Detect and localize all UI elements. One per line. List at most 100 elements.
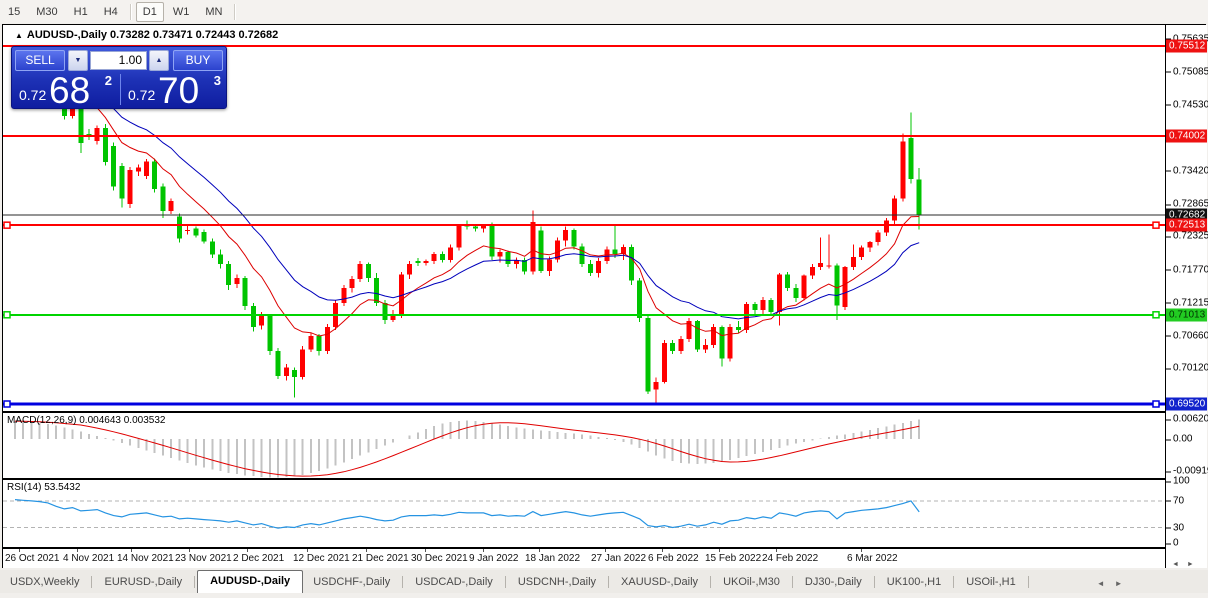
price-tick-label: 0.72325 <box>1166 231 1208 242</box>
timeframe-mn-button[interactable]: MN <box>205 5 223 18</box>
candle-body <box>357 264 363 280</box>
candle-body <box>119 166 125 199</box>
tab-ukoil-m30[interactable]: UKOil-,M30 <box>723 576 780 588</box>
tab-xauusd-daily[interactable]: XAUUSD-,Daily <box>621 576 699 588</box>
candle-body <box>423 261 429 263</box>
chevron-down-icon: ▼ <box>74 57 82 64</box>
candle-body <box>415 261 421 263</box>
chart-window: ▲ AUDUSD-,Daily 0.73282 0.73471 0.72443 0… <box>2 24 1208 568</box>
candle-body <box>875 232 881 243</box>
tab-usdcad-daily[interactable]: USDCAD-,Daily <box>415 576 493 588</box>
buy-button[interactable]: BUY <box>173 50 223 71</box>
tab-audusd-daily[interactable]: AUDUSD-,Daily <box>197 570 304 593</box>
buy-price-big: 70 <box>158 70 200 111</box>
tab-uk100-h1[interactable]: UK100-,H1 <box>886 576 942 588</box>
hline-handle[interactable] <box>1152 400 1160 408</box>
rsi-indicator-panel[interactable]: RSI(14) 53.5432 <box>3 480 1165 547</box>
candle-body <box>472 226 478 229</box>
candle-body <box>144 161 150 176</box>
tab-dj30-daily[interactable]: DJ30-,Daily <box>804 576 862 588</box>
candle-body <box>612 249 618 255</box>
candle-body <box>308 335 314 350</box>
scroll-right-icon[interactable]: ► <box>1114 579 1133 588</box>
price-tick-label: 0.73420 <box>1166 165 1208 176</box>
date-label: 15 Feb 2022 <box>705 553 762 564</box>
timeframe-h1-button[interactable]: H1 <box>73 5 88 18</box>
rsi-name: RSI(14) <box>7 482 42 493</box>
timeframe-m30-button[interactable]: M30 <box>36 5 58 18</box>
timeframe-h4-button[interactable]: H4 <box>103 5 118 18</box>
sell-price-pip: 2 <box>104 73 112 88</box>
hline-handle[interactable] <box>3 221 11 229</box>
hline-handle[interactable] <box>3 311 11 319</box>
tab-divider <box>608 576 610 588</box>
tab-divider <box>710 576 712 588</box>
candle-body <box>793 288 799 299</box>
price-badge: 0.69520 <box>1166 397 1207 411</box>
macd-name: MACD(12,26,9) <box>7 415 77 426</box>
axis-tick-mark <box>1166 302 1171 304</box>
candle-body <box>842 267 848 308</box>
collapse-triangle-icon[interactable]: ▲ <box>15 31 23 40</box>
date-label: 30 Dec 2021 <box>411 553 468 564</box>
axis-tick-mark <box>1166 500 1171 502</box>
macd-indicator-panel[interactable]: MACD(12,26,9) 0.004643 0.003532 <box>3 413 1165 478</box>
date-tick <box>366 549 367 552</box>
hline-handle[interactable] <box>1152 221 1160 229</box>
price-badge: 0.72682 <box>1166 208 1207 222</box>
candle-body <box>497 252 503 257</box>
main-price-chart[interactable]: ▲ AUDUSD-,Daily 0.73282 0.73471 0.72443 0… <box>3 26 1165 411</box>
volume-decrease-button[interactable]: ▼ <box>68 50 88 71</box>
price-axis[interactable]: ◄► 0.756350.750850.745300.734200.728650.… <box>1166 25 1208 568</box>
toolbar-separator <box>129 3 131 20</box>
panel-separator[interactable] <box>3 547 1165 549</box>
hline-handle[interactable] <box>3 400 11 408</box>
tab-usdx-weekly[interactable]: USDX,Weekly <box>10 576 80 588</box>
date-label: 9 Jan 2022 <box>469 553 519 564</box>
candle-body <box>201 231 207 242</box>
date-label: 6 Mar 2022 <box>847 553 898 564</box>
timeframe-d1-button[interactable]: D1 <box>135 1 164 22</box>
timeframe-m15-button[interactable]: 15 <box>8 5 21 18</box>
sell-price-display[interactable]: 0.72 68 2 <box>16 70 116 111</box>
candle-body <box>916 179 922 216</box>
macd-main-value: 0.004643 <box>79 415 121 426</box>
sell-price-big: 68 <box>49 70 91 111</box>
tab-usdcnh-daily[interactable]: USDCNH-,Daily <box>517 576 597 588</box>
buy-price-pip: 3 <box>213 73 221 88</box>
date-label: 23 Nov 2021 <box>175 553 232 564</box>
date-axis[interactable]: 26 Oct 2021 4 Nov 2021 14 Nov 2021 23 Nov 2… <box>3 549 1165 568</box>
tab-scroll-arrows[interactable]: ◄► <box>1097 579 1133 588</box>
volume-increase-button[interactable]: ▲ <box>149 50 169 71</box>
macd-axis-label: 0.006201 <box>1166 414 1208 425</box>
candle-body <box>538 230 544 271</box>
candle-body <box>818 262 824 268</box>
chevron-up-icon: ▲ <box>155 57 163 64</box>
candle-body <box>711 326 717 345</box>
buy-price-display[interactable]: 0.72 70 3 <box>125 70 225 111</box>
candle-body <box>834 265 840 306</box>
tab-usoil-h1[interactable]: USOil-,H1 <box>966 576 1016 588</box>
candle-body <box>735 326 741 330</box>
tab-eurusd-daily[interactable]: EURUSD-,Daily <box>104 576 183 588</box>
hline-handle[interactable] <box>1152 311 1160 319</box>
axis-tick-mark <box>1166 269 1171 271</box>
candle-body <box>382 303 388 320</box>
candle-body <box>168 200 174 212</box>
timeframe-w1-button[interactable]: W1 <box>172 5 190 18</box>
scroll-left-icon[interactable]: ◄ <box>1096 579 1115 588</box>
tab-divider <box>194 576 196 588</box>
candle-body <box>283 367 289 376</box>
date-tick <box>131 549 132 552</box>
tab-usdchf-daily[interactable]: USDCHF-,Daily <box>313 576 391 588</box>
panel-separator[interactable] <box>3 411 1165 413</box>
volume-input[interactable]: 1.00 <box>90 51 147 70</box>
date-tick <box>539 549 540 552</box>
axis-tick-mark <box>1166 543 1171 544</box>
sell-button[interactable]: SELL <box>15 50 65 71</box>
candle-body <box>555 240 561 260</box>
date-tick <box>189 549 190 552</box>
panel-separator[interactable] <box>3 478 1165 480</box>
axis-scroll-arrows[interactable]: ◄► <box>1172 561 1202 568</box>
date-tick <box>307 549 308 552</box>
